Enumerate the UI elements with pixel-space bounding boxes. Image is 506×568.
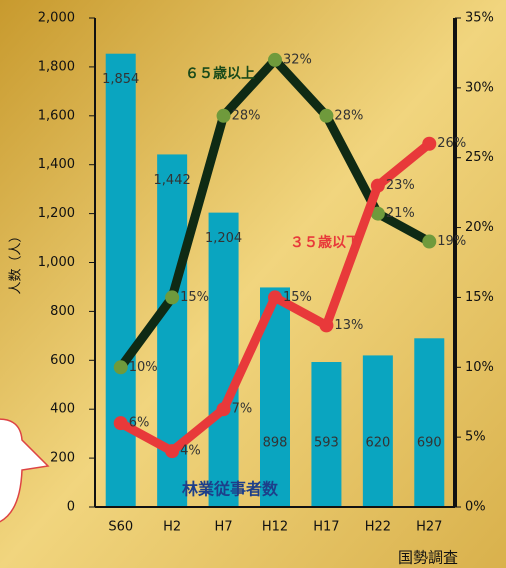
bar-series-label: 林業従事者数: [182, 480, 279, 499]
y2-tick-label: 10%: [465, 360, 494, 375]
chart: 人数（人） 国勢調査 0 200 400 600 800 1,000 1,200 1,400 1…: [0, 0, 506, 568]
bar: [414, 338, 444, 507]
line-value-label: 28%: [334, 108, 363, 123]
line-value-label: 15%: [180, 290, 209, 305]
line-value-label: 21%: [386, 206, 415, 221]
marker: [268, 53, 282, 67]
bar-value-label: 1,854: [102, 72, 139, 87]
y-tick-label: 200: [50, 451, 75, 466]
line-value-label: 28%: [232, 108, 261, 123]
y-axis-label: 人数（人）: [9, 229, 24, 294]
marker: [422, 235, 436, 249]
x-tick-label: H17: [313, 520, 339, 535]
y-tick-label: 1,400: [38, 157, 75, 172]
marker: [114, 360, 128, 374]
line-value-label: 23%: [386, 178, 415, 193]
line-value-label: 19%: [437, 234, 466, 249]
bar: [311, 362, 341, 507]
bar: [106, 54, 136, 507]
marker: [217, 109, 231, 123]
marker: [319, 109, 333, 123]
x-tick-label: H27: [416, 520, 442, 535]
y-tick-label: 1,000: [38, 255, 75, 270]
bar-value-label: 1,204: [205, 231, 242, 246]
marker: [422, 137, 436, 151]
y-tick-label: 600: [50, 353, 75, 368]
y2-tick-label: 30%: [465, 80, 494, 95]
y-tick-label: 1,200: [38, 206, 75, 221]
bar-value-label: 593: [314, 436, 339, 451]
x-tick-label: S60: [108, 520, 133, 535]
y-tick-label: 1,600: [38, 108, 75, 123]
y-tick-label: 400: [50, 402, 75, 417]
marker: [114, 416, 128, 430]
x-tick-label: H12: [262, 520, 288, 535]
marker: [319, 318, 333, 332]
x-tick-label: H7: [215, 520, 233, 535]
y-tick-label: 2,000: [38, 11, 75, 26]
marker: [217, 402, 231, 416]
y2-tick-label: 35%: [465, 11, 494, 26]
y2-tick-label: 25%: [465, 150, 494, 165]
source: 国勢調査: [398, 549, 458, 567]
series-label: ３５歳以下: [290, 234, 360, 251]
bar: [209, 213, 239, 507]
line-value-label: 13%: [334, 318, 363, 333]
y-tick-label: 800: [50, 304, 75, 319]
line-value-label: 6%: [129, 416, 150, 431]
y2-tick-label: 0%: [465, 500, 486, 515]
marker: [371, 179, 385, 193]
bar-value-label: 690: [417, 436, 442, 451]
bar: [363, 355, 393, 507]
line-value-label: 32%: [283, 52, 312, 67]
line-value-label: 26%: [437, 136, 466, 151]
line-value-label: 15%: [283, 290, 312, 305]
y2-tick-label: 20%: [465, 220, 494, 235]
series-label: ６５歳以上: [185, 65, 255, 82]
x-tick-label: H22: [365, 520, 391, 535]
line-value-label: 4%: [180, 444, 201, 459]
marker: [165, 290, 179, 304]
bar-value-label: 1,442: [154, 173, 191, 188]
y2-tick-label: 5%: [465, 430, 486, 445]
marker: [165, 444, 179, 458]
bar-value-label: 620: [365, 436, 390, 451]
y2-tick-label: 15%: [465, 290, 494, 305]
line-value-label: 10%: [129, 360, 158, 375]
marker: [268, 290, 282, 304]
line-value-label: 7%: [232, 402, 253, 417]
y-tick-label: 0: [67, 500, 75, 515]
bar-value-label: 898: [263, 436, 288, 451]
x-tick-label: H2: [163, 520, 181, 535]
y-tick-label: 1,800: [38, 59, 75, 74]
